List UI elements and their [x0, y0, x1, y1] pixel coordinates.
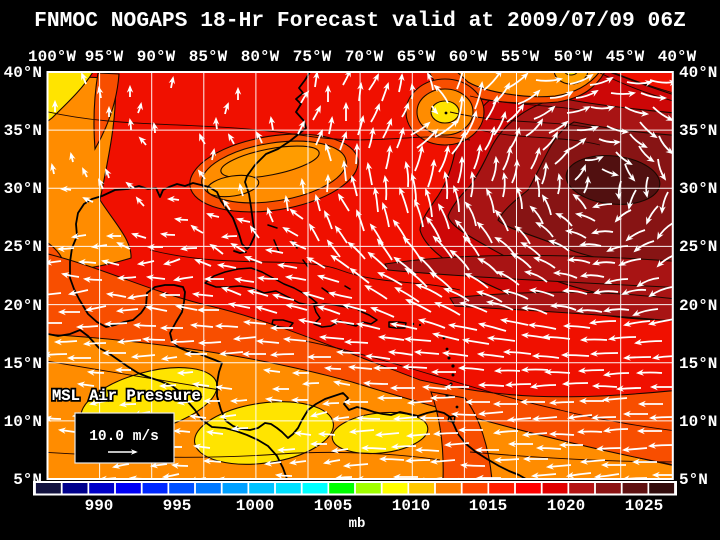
svg-text:25°N: 25°N	[4, 238, 42, 256]
svg-text:90°W: 90°W	[137, 48, 176, 66]
svg-text:55°W: 55°W	[501, 48, 540, 66]
svg-text:30°N: 30°N	[4, 180, 42, 198]
svg-text:35°N: 35°N	[679, 122, 717, 140]
svg-text:15°N: 15°N	[679, 355, 717, 373]
svg-text:50°W: 50°W	[554, 48, 593, 66]
svg-text:10°N: 10°N	[679, 413, 717, 431]
svg-text:15°N: 15°N	[4, 355, 42, 373]
svg-text:1005: 1005	[314, 497, 352, 515]
svg-text:30°N: 30°N	[679, 180, 717, 198]
svg-text:mb: mb	[349, 516, 366, 532]
svg-text:40°W: 40°W	[658, 48, 697, 66]
svg-text:80°W: 80°W	[241, 48, 280, 66]
svg-text:40°N: 40°N	[4, 64, 42, 82]
svg-text:1020: 1020	[547, 497, 585, 515]
svg-text:MSL Air Pressure: MSL Air Pressure	[52, 387, 201, 405]
svg-text:5°N: 5°N	[679, 471, 708, 489]
svg-text:1015: 1015	[469, 497, 507, 515]
svg-text:1000: 1000	[236, 497, 274, 515]
svg-text:1010: 1010	[392, 497, 430, 515]
svg-text:70°W: 70°W	[345, 48, 384, 66]
svg-text:20°N: 20°N	[4, 297, 42, 315]
svg-text:85°W: 85°W	[189, 48, 228, 66]
svg-text:60°W: 60°W	[449, 48, 488, 66]
svg-text:65°W: 65°W	[397, 48, 436, 66]
svg-text:100°W: 100°W	[28, 48, 76, 66]
svg-text:35°N: 35°N	[4, 122, 42, 140]
svg-text:10°N: 10°N	[4, 413, 42, 431]
svg-text:990: 990	[85, 497, 114, 515]
svg-text:45°W: 45°W	[606, 48, 645, 66]
svg-text:95°W: 95°W	[85, 48, 124, 66]
svg-text:20°N: 20°N	[679, 297, 717, 315]
svg-text:FNMOC NOGAPS 18-Hr Forecast va: FNMOC NOGAPS 18-Hr Forecast valid at 200…	[34, 9, 686, 33]
svg-text:40°N: 40°N	[679, 64, 717, 82]
svg-text:75°W: 75°W	[293, 48, 332, 66]
svg-text:995: 995	[163, 497, 192, 515]
svg-text:25°N: 25°N	[679, 238, 717, 256]
svg-text:10.0 m/s: 10.0 m/s	[89, 429, 159, 445]
svg-text:1025: 1025	[625, 497, 663, 515]
svg-text:MSL Air Pressure: MSL Air Pressure	[52, 387, 201, 405]
